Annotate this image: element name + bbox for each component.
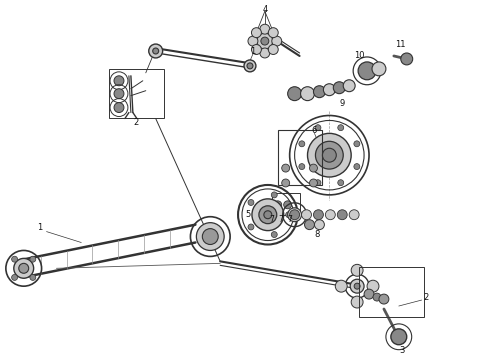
- Circle shape: [349, 210, 359, 220]
- Circle shape: [310, 179, 318, 187]
- Circle shape: [19, 264, 29, 273]
- Circle shape: [315, 180, 321, 186]
- Circle shape: [269, 28, 278, 38]
- Circle shape: [367, 280, 379, 292]
- Circle shape: [373, 293, 381, 301]
- Circle shape: [351, 296, 363, 308]
- Circle shape: [314, 86, 325, 98]
- Circle shape: [260, 48, 270, 58]
- Circle shape: [196, 223, 224, 251]
- Circle shape: [260, 24, 270, 34]
- Text: 9: 9: [340, 99, 345, 108]
- Circle shape: [252, 199, 284, 231]
- Bar: [359, 267, 424, 317]
- Circle shape: [315, 220, 324, 230]
- Circle shape: [12, 274, 18, 280]
- Circle shape: [322, 148, 336, 162]
- Circle shape: [315, 125, 321, 131]
- Circle shape: [153, 48, 159, 54]
- Circle shape: [299, 163, 305, 170]
- Circle shape: [247, 63, 253, 69]
- Text: 5: 5: [245, 210, 250, 219]
- Circle shape: [354, 163, 360, 170]
- Text: 3: 3: [399, 346, 404, 355]
- Circle shape: [248, 36, 258, 46]
- Circle shape: [114, 76, 124, 86]
- Text: 10: 10: [354, 51, 365, 60]
- Circle shape: [337, 210, 347, 220]
- Text: 2: 2: [423, 293, 428, 302]
- Circle shape: [310, 164, 318, 172]
- Text: 1: 1: [37, 223, 42, 232]
- Circle shape: [338, 180, 343, 186]
- Circle shape: [248, 199, 254, 206]
- Circle shape: [259, 206, 277, 224]
- Circle shape: [288, 208, 301, 222]
- Circle shape: [272, 36, 282, 46]
- Circle shape: [354, 141, 360, 147]
- Circle shape: [379, 294, 389, 304]
- Circle shape: [286, 212, 292, 218]
- Circle shape: [251, 28, 261, 38]
- Circle shape: [271, 231, 277, 238]
- Circle shape: [269, 45, 278, 54]
- Circle shape: [12, 256, 18, 262]
- Circle shape: [284, 201, 292, 209]
- Text: 6: 6: [312, 126, 317, 135]
- Circle shape: [114, 103, 124, 113]
- Circle shape: [290, 210, 299, 220]
- Circle shape: [354, 283, 360, 289]
- Circle shape: [351, 264, 363, 276]
- Circle shape: [14, 258, 34, 278]
- Text: 7: 7: [278, 215, 283, 224]
- Text: 7: 7: [270, 215, 274, 224]
- Circle shape: [299, 141, 305, 147]
- Text: 4: 4: [262, 5, 268, 14]
- Circle shape: [305, 220, 315, 230]
- Circle shape: [244, 60, 256, 72]
- Circle shape: [248, 224, 254, 230]
- Circle shape: [274, 201, 282, 209]
- Circle shape: [343, 80, 355, 92]
- Text: 7: 7: [287, 215, 292, 224]
- Circle shape: [30, 256, 36, 262]
- Circle shape: [282, 164, 290, 172]
- Circle shape: [338, 125, 343, 131]
- Text: 2: 2: [133, 118, 139, 127]
- Circle shape: [358, 62, 376, 80]
- Bar: [109, 69, 164, 118]
- Circle shape: [333, 82, 345, 94]
- Bar: [272, 193, 299, 215]
- Circle shape: [301, 210, 312, 220]
- Circle shape: [202, 229, 218, 244]
- Circle shape: [257, 33, 273, 49]
- Circle shape: [261, 37, 269, 45]
- Circle shape: [372, 62, 386, 76]
- Circle shape: [264, 211, 272, 219]
- Text: 8: 8: [315, 230, 320, 239]
- Circle shape: [251, 45, 261, 54]
- Circle shape: [292, 212, 297, 218]
- Bar: [278, 130, 322, 185]
- Circle shape: [323, 84, 335, 96]
- Circle shape: [271, 192, 277, 198]
- Text: 11: 11: [395, 40, 406, 49]
- Circle shape: [335, 280, 347, 292]
- Circle shape: [149, 44, 163, 58]
- Circle shape: [350, 279, 364, 293]
- Circle shape: [316, 141, 343, 169]
- Circle shape: [114, 89, 124, 99]
- Circle shape: [325, 210, 335, 220]
- Circle shape: [288, 87, 301, 100]
- Circle shape: [282, 179, 290, 187]
- Circle shape: [30, 274, 36, 280]
- Circle shape: [308, 133, 351, 177]
- Circle shape: [364, 289, 374, 299]
- Circle shape: [391, 329, 407, 345]
- Text: 1: 1: [250, 46, 256, 55]
- Circle shape: [401, 53, 413, 65]
- Circle shape: [314, 210, 323, 220]
- Circle shape: [300, 87, 315, 100]
